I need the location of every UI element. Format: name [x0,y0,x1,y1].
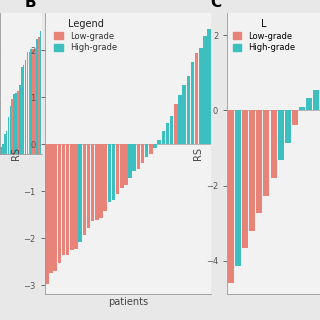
Bar [49,144,53,273]
Bar [78,144,82,242]
Bar [30,49,32,154]
Bar [91,144,94,221]
Bar [228,110,234,283]
Bar [21,67,22,154]
Bar [124,144,128,185]
Bar [249,110,255,231]
Y-axis label: RS: RS [193,147,203,160]
Bar [141,144,144,163]
Bar [28,52,30,154]
Bar [66,144,69,254]
Bar [149,144,153,154]
Bar [36,39,38,154]
Bar [70,144,74,250]
Bar [103,144,107,211]
Bar [299,107,305,110]
Bar [153,144,157,148]
Bar [95,144,99,220]
Bar [53,144,57,271]
Bar [17,91,19,154]
Bar [191,62,194,144]
Bar [0,147,2,154]
Bar [242,110,248,248]
Bar [10,106,11,154]
Bar [157,140,161,144]
Text: B: B [25,0,36,10]
Bar [132,144,136,171]
Bar [166,123,169,144]
Y-axis label: RS: RS [11,147,20,160]
Bar [112,144,115,200]
Bar [40,31,42,154]
Bar [25,60,26,154]
Bar [8,117,9,154]
Bar [182,84,186,144]
Bar [15,93,17,154]
Bar [174,104,178,144]
Bar [195,53,198,144]
Bar [27,52,28,154]
Bar [271,110,276,178]
Bar [23,65,24,154]
Bar [12,99,13,154]
Bar [313,90,319,110]
Bar [19,85,21,154]
Text: C: C [211,0,222,10]
Bar [34,49,36,154]
Bar [74,144,78,249]
Bar [235,110,241,266]
Bar [116,144,119,194]
Bar [45,144,49,284]
Bar [87,144,90,228]
Bar [278,110,284,161]
Bar [32,49,34,154]
Bar [62,144,65,255]
Bar [99,144,103,218]
Bar [162,131,165,144]
Legend: Low-grade, High-grade: Low-grade, High-grade [231,17,297,54]
Bar [2,144,4,154]
Bar [203,36,207,144]
Bar [108,144,111,202]
Bar [120,144,124,188]
Bar [13,94,15,154]
Bar [285,110,291,143]
Bar [256,110,262,213]
Bar [199,48,203,144]
Bar [178,95,182,144]
Bar [187,76,190,144]
Bar [170,116,173,144]
Bar [128,144,132,178]
Bar [6,131,7,154]
Bar [83,144,86,235]
Bar [38,37,40,154]
Bar [58,144,61,263]
Bar [263,110,269,196]
Bar [4,133,5,154]
Bar [207,29,211,144]
X-axis label: patients: patients [108,297,148,307]
Bar [306,98,312,110]
Bar [145,144,148,156]
Bar [292,110,298,125]
Legend: Low-grade, High-grade: Low-grade, High-grade [52,17,119,54]
Bar [137,144,140,169]
